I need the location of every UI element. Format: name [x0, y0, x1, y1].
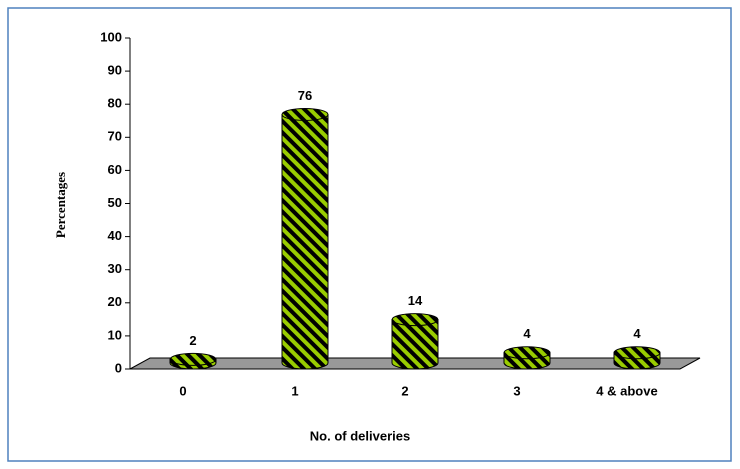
x-tick-label: 2: [401, 383, 408, 398]
data-label: 4: [633, 326, 641, 341]
x-tick-label: 1: [291, 383, 298, 398]
bar: [281, 107, 329, 370]
bar: [391, 313, 439, 370]
data-label: 14: [408, 293, 423, 308]
bar: [503, 346, 551, 370]
y-tick-label: 70: [108, 129, 122, 144]
bar-top: [503, 346, 551, 360]
y-tick-label: 100: [100, 29, 122, 44]
bar: [613, 346, 661, 370]
y-tick-label: 40: [108, 228, 122, 243]
bar-top: [169, 352, 217, 366]
x-tick-label: 3: [513, 383, 520, 398]
y-tick-label: 10: [108, 327, 122, 342]
x-tick-label: 4 & above: [596, 383, 657, 398]
y-tick-label: 90: [108, 63, 122, 78]
bar-top: [391, 313, 439, 327]
y-tick-label: 80: [108, 96, 122, 111]
y-tick-label: 30: [108, 261, 122, 276]
x-axis-label: No. of deliveries: [310, 428, 410, 443]
y-tick-label: 0: [115, 360, 122, 375]
y-tick-label: 20: [108, 294, 122, 309]
data-label: 2: [189, 333, 196, 348]
bar-body: [391, 319, 439, 370]
bar-top: [613, 346, 661, 360]
y-axis-label: Percentages: [53, 172, 68, 238]
data-label: 4: [523, 326, 531, 341]
bar-top: [281, 107, 329, 121]
bar-body: [281, 113, 329, 370]
frame: [7, 7, 732, 462]
y-tick-label: 50: [108, 195, 122, 210]
x-tick-label: 0: [179, 383, 186, 398]
y-tick-label: 60: [108, 162, 122, 177]
bar: [169, 352, 217, 370]
data-label: 76: [298, 88, 312, 103]
